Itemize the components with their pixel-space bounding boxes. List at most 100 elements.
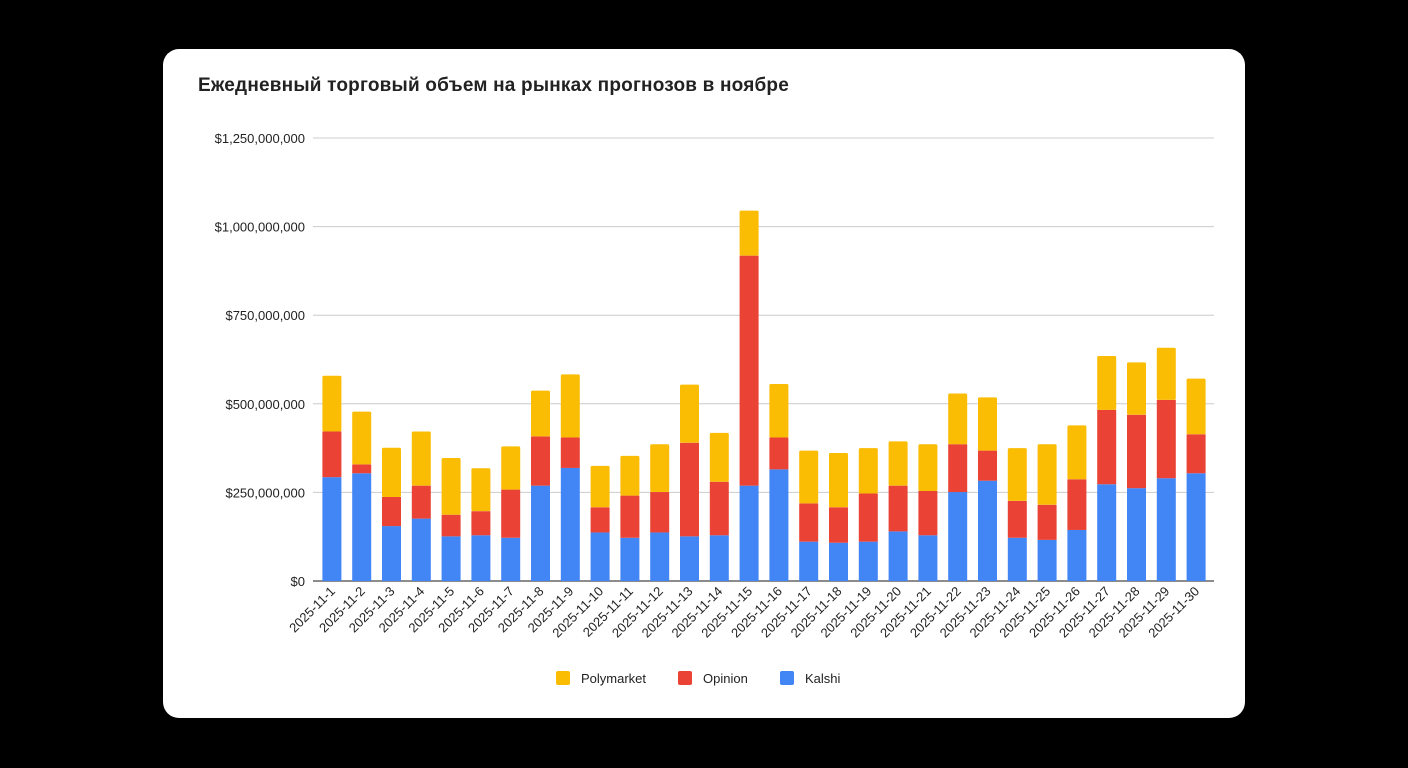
bar-segment-opinion <box>322 431 342 478</box>
legend-label-opinion: Opinion <box>703 671 748 686</box>
bar-segment-kalshi <box>1037 539 1057 581</box>
bar-segment-polymarket <box>1186 378 1206 435</box>
bar-segment-opinion <box>501 489 521 538</box>
bar-segment-kalshi <box>739 485 759 581</box>
bar-segment-kalshi <box>471 535 491 581</box>
bar-segment-polymarket <box>322 375 342 432</box>
bar-segment-polymarket <box>352 411 372 465</box>
bar-segment-polymarket <box>1067 425 1087 480</box>
bar-segment-polymarket <box>858 448 878 494</box>
y-tick-label: $1,250,000,000 <box>215 131 305 146</box>
bar-segment-opinion <box>650 492 670 533</box>
bar-segment-polymarket <box>620 455 640 496</box>
bar-segment-opinion <box>1186 434 1206 474</box>
bar-segment-polymarket <box>978 397 997 451</box>
bar-segment-opinion <box>560 437 580 468</box>
bar-segment-polymarket <box>709 432 729 482</box>
legend-swatch-opinion <box>678 671 692 685</box>
bar-segment-opinion <box>1127 414 1146 489</box>
y-tick-label: $750,000,000 <box>225 308 305 323</box>
bar-segment-kalshi <box>769 469 789 581</box>
bar-segment-kalshi <box>680 536 699 581</box>
bar-segment-polymarket <box>382 447 401 498</box>
bar-segment-polymarket <box>829 453 848 508</box>
bar-segment-kalshi <box>441 536 461 581</box>
bar-segment-polymarket <box>501 446 521 490</box>
bar-segment-kalshi <box>411 518 431 581</box>
bar-segment-kalshi <box>1156 478 1176 581</box>
bar-segment-kalshi <box>1007 537 1027 581</box>
bar-segment-polymarket <box>1156 347 1176 400</box>
bar-segment-opinion <box>769 437 789 470</box>
bar-segment-polymarket <box>739 210 759 256</box>
bar-segment-kalshi <box>978 480 997 581</box>
bar-segment-kalshi <box>799 541 819 581</box>
bar-segment-kalshi <box>829 542 848 581</box>
bar-segment-opinion <box>1007 500 1027 538</box>
bar-segment-kalshi <box>1067 529 1087 581</box>
bar-segment-polymarket <box>471 468 491 512</box>
bar-segment-opinion <box>590 507 610 533</box>
chart-card <box>163 49 1245 718</box>
bar-segment-opinion <box>411 485 431 519</box>
bar-segment-kalshi <box>590 532 610 581</box>
bar-segment-kalshi <box>650 532 670 581</box>
bar-segment-polymarket <box>769 383 789 438</box>
bar-segment-polymarket <box>1127 362 1146 415</box>
bar-segment-polymarket <box>888 441 908 486</box>
bar-segment-opinion <box>1156 399 1176 479</box>
bar-segment-kalshi <box>352 473 372 581</box>
bar-segment-opinion <box>918 490 938 536</box>
bar-segment-polymarket <box>948 393 968 445</box>
bar-segment-kalshi <box>382 526 401 581</box>
bar-segment-opinion <box>680 442 699 537</box>
bar-segment-polymarket <box>680 384 699 443</box>
bar-segment-polymarket <box>1007 448 1027 501</box>
bar-segment-polymarket <box>560 374 580 438</box>
bar-segment-opinion <box>1037 504 1057 540</box>
bar-segment-opinion <box>739 255 759 486</box>
bar-segment-kalshi <box>501 537 521 581</box>
bar-segment-kalshi <box>888 531 908 581</box>
bar-segment-opinion <box>799 503 819 542</box>
chart-title: Ежедневный торговый объем на рынках прог… <box>198 75 790 96</box>
bar-segment-opinion <box>441 514 461 537</box>
legend-label-polymarket: Polymarket <box>581 671 646 686</box>
bar-segment-polymarket <box>1037 444 1057 505</box>
bar-segment-polymarket <box>918 444 938 491</box>
bar-segment-kalshi <box>531 485 550 581</box>
bar-segment-opinion <box>829 507 848 543</box>
bar-segment-polymarket <box>799 450 819 504</box>
bar-segment-opinion <box>888 485 908 532</box>
legend-swatch-kalshi <box>780 671 794 685</box>
bar-segment-kalshi <box>560 467 580 581</box>
bar-segment-opinion <box>858 493 878 542</box>
bar-segment-opinion <box>709 481 729 536</box>
bar-segment-kalshi <box>1186 473 1206 581</box>
bar-segment-opinion <box>978 450 997 481</box>
bar-segment-opinion <box>620 495 640 538</box>
bar-segment-opinion <box>531 436 550 486</box>
y-tick-label: $1,000,000,000 <box>215 220 305 235</box>
bar-segment-polymarket <box>590 465 610 508</box>
bar-segment-polymarket <box>411 431 431 486</box>
bar-segment-opinion <box>382 497 401 527</box>
bar-segment-polymarket <box>1097 355 1117 410</box>
bar-segment-kalshi <box>858 541 878 581</box>
bar-segment-opinion <box>471 511 491 536</box>
y-tick-label: $250,000,000 <box>225 485 305 500</box>
bar-segment-opinion <box>948 444 968 493</box>
bar-segment-opinion <box>1097 409 1117 485</box>
bar-segment-opinion <box>1067 479 1087 530</box>
bar-segment-kalshi <box>1127 488 1146 581</box>
bar-segment-kalshi <box>709 535 729 581</box>
y-tick-label: $0 <box>291 574 305 589</box>
bar-segment-kalshi <box>322 477 342 581</box>
y-tick-label: $500,000,000 <box>225 397 305 412</box>
bar-segment-polymarket <box>650 444 670 493</box>
legend-swatch-polymarket <box>556 671 570 685</box>
bar-segment-kalshi <box>1097 484 1117 581</box>
bar-segment-kalshi <box>620 537 640 581</box>
bar-segment-kalshi <box>948 492 968 581</box>
